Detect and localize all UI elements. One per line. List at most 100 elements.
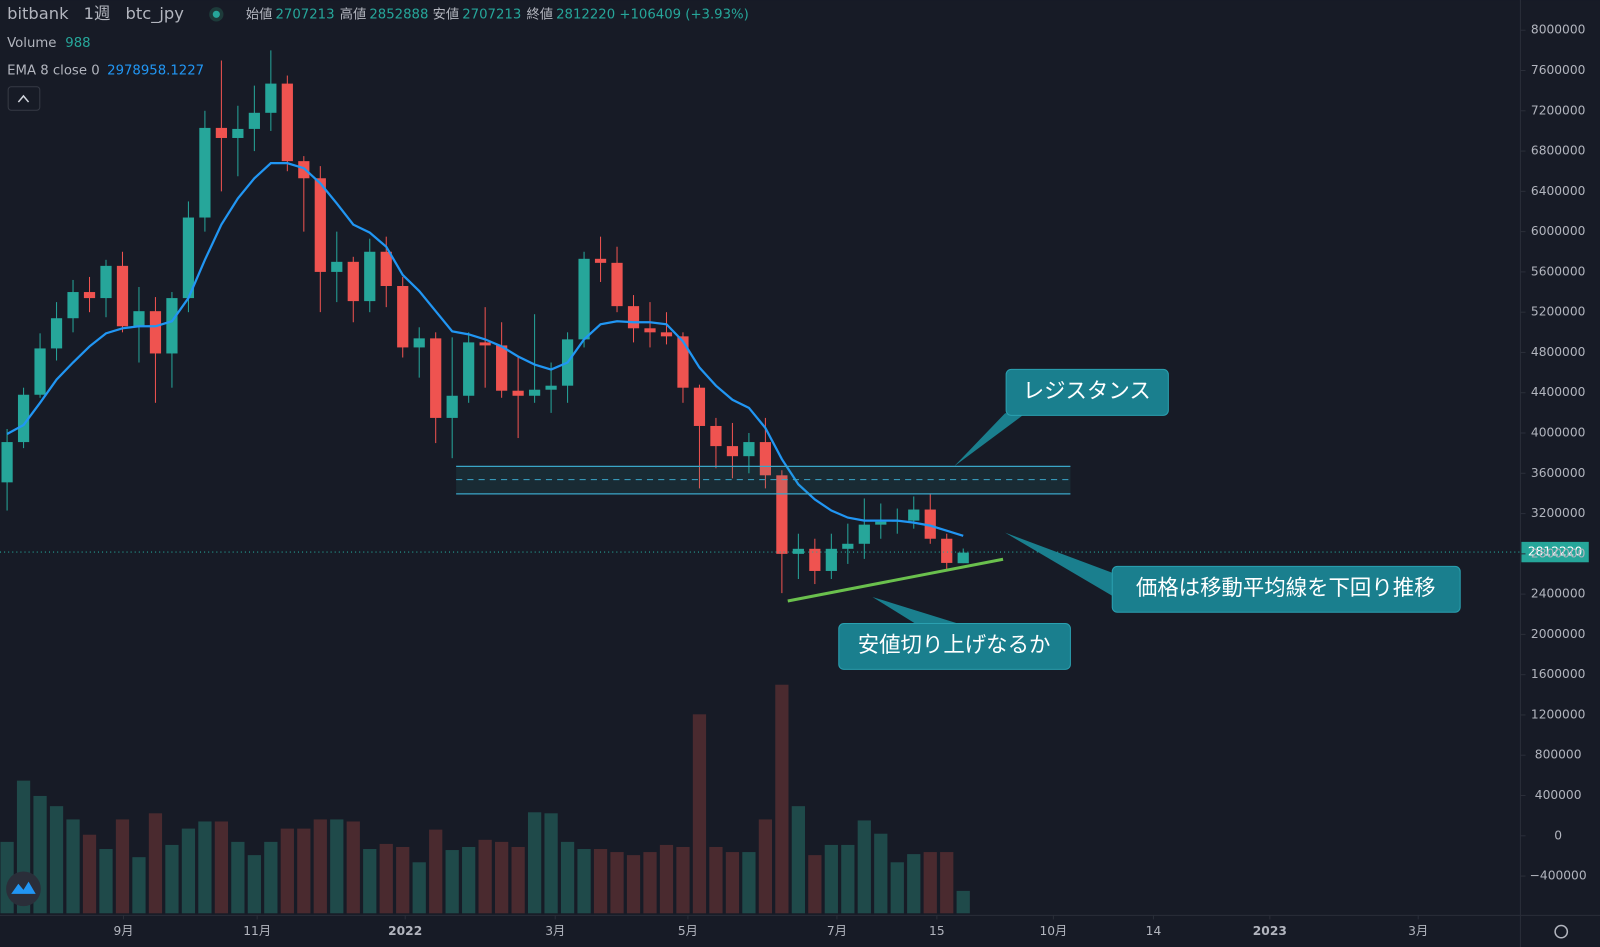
y-tick-label: 7600000	[1531, 63, 1586, 77]
high-label: 高値	[340, 5, 367, 22]
y-tick-label: 4000000	[1531, 426, 1586, 440]
x-tick-label: 2023	[1253, 924, 1287, 938]
volume-bar	[445, 850, 459, 914]
y-tick-label: 2800000	[1531, 546, 1586, 560]
volume-bar	[49, 806, 64, 914]
callout: 安値切り上げなるか	[838, 596, 1071, 670]
y-tick-label: 4400000	[1531, 385, 1586, 399]
candle-body	[875, 521, 887, 525]
volume-bar	[692, 714, 707, 914]
volume-value: 988	[65, 36, 90, 51]
x-tick-label: 3月	[1408, 924, 1428, 938]
candle-body	[660, 332, 673, 337]
candle-body	[710, 425, 722, 447]
candle-body	[50, 318, 63, 349]
candle-body	[941, 538, 953, 563]
interval: 1週	[84, 4, 111, 23]
y-tick-label: 2400000	[1531, 587, 1586, 601]
volume-bar	[115, 819, 130, 914]
callout-text: 安値切り上げなるか	[858, 633, 1051, 658]
y-tick-label: 1200000	[1531, 707, 1586, 721]
y-tick-label: 400000	[1535, 788, 1582, 802]
candle-body	[677, 336, 689, 388]
volume-bar	[231, 841, 245, 914]
candle-body	[100, 265, 112, 299]
volume-bar	[478, 839, 492, 914]
candle-body	[34, 348, 46, 395]
ema-line	[6, 162, 964, 537]
close-label: 終値	[527, 6, 554, 22]
volume-bar	[841, 844, 855, 914]
y-tick-label: 2000000	[1531, 627, 1586, 641]
y-tick-label: 6800000	[1531, 144, 1586, 158]
y-tick-label: 7200000	[1531, 103, 1586, 117]
x-tick-label: 7月	[827, 924, 847, 938]
candle-body	[792, 548, 804, 554]
candle-body	[364, 251, 376, 302]
volume-bar	[412, 862, 426, 914]
candle-body	[924, 509, 936, 539]
candle-body	[627, 306, 640, 329]
volume-bar	[181, 828, 196, 914]
volume-bar	[247, 855, 261, 914]
volume-bar	[198, 821, 212, 914]
candle-body	[413, 338, 425, 348]
candle-body	[281, 83, 293, 162]
last-price-box	[1521, 541, 1589, 563]
callout-text: レジスタンス	[1023, 379, 1151, 404]
symbol: btc_jpy	[126, 4, 185, 24]
volume-bar	[874, 833, 888, 914]
volume-bar	[82, 834, 97, 914]
candle-body	[578, 258, 590, 340]
volume-bar	[66, 819, 80, 914]
candle-body	[611, 262, 623, 307]
candle-body	[726, 446, 739, 457]
x-tick-label: 3月	[545, 924, 565, 938]
exchange: bitbank	[7, 4, 69, 23]
x-tick-label: 14	[1146, 924, 1162, 938]
low-label: 安値	[433, 6, 460, 22]
change: +106409 (+3.93%)	[619, 7, 748, 22]
ema-value: 2978958.1227	[107, 63, 204, 78]
volume-bar	[544, 813, 558, 914]
y-tick-label: 0	[1554, 828, 1562, 842]
volume-bar	[775, 684, 789, 914]
volume-bar	[495, 841, 509, 914]
candle-body	[759, 442, 772, 476]
y-tick-label: 6000000	[1531, 224, 1586, 238]
collapse-button[interactable]	[7, 86, 41, 111]
last-price-label: 2812220	[1528, 545, 1583, 559]
x-tick-label: 10月	[1039, 924, 1067, 938]
ema-label: EMA 8 close 0	[7, 63, 100, 78]
volume-bar	[923, 852, 937, 914]
volume-bar	[346, 821, 360, 914]
candle-body	[512, 390, 524, 396]
volume-bar	[758, 819, 773, 914]
settings-icon[interactable]	[1554, 924, 1569, 939]
volume-bar	[709, 846, 723, 914]
volume-bar	[940, 852, 954, 914]
volume-label: Volume	[7, 36, 56, 51]
candle-body	[693, 387, 706, 426]
y-tick-label: 5200000	[1531, 305, 1586, 319]
plot-area	[0, 50, 970, 914]
candle-body	[545, 385, 557, 390]
candle-body	[529, 389, 541, 396]
candle-body	[347, 261, 359, 302]
volume-bar	[429, 829, 443, 914]
candle-body	[166, 298, 178, 354]
candle-body	[199, 127, 211, 218]
x-tick-label: 15	[929, 924, 945, 938]
volume-bar	[610, 852, 624, 914]
candle-body	[133, 311, 145, 327]
y-tick-label: 6400000	[1531, 184, 1586, 198]
volume-bar	[313, 819, 327, 914]
volume-bar	[808, 855, 822, 914]
callout: レジスタンス	[954, 368, 1169, 467]
volume-bar	[956, 890, 970, 914]
y-tick-label: 4800000	[1531, 345, 1586, 359]
volume-bar	[907, 854, 921, 914]
volume-bar	[214, 821, 229, 914]
volume-bar	[659, 844, 674, 914]
